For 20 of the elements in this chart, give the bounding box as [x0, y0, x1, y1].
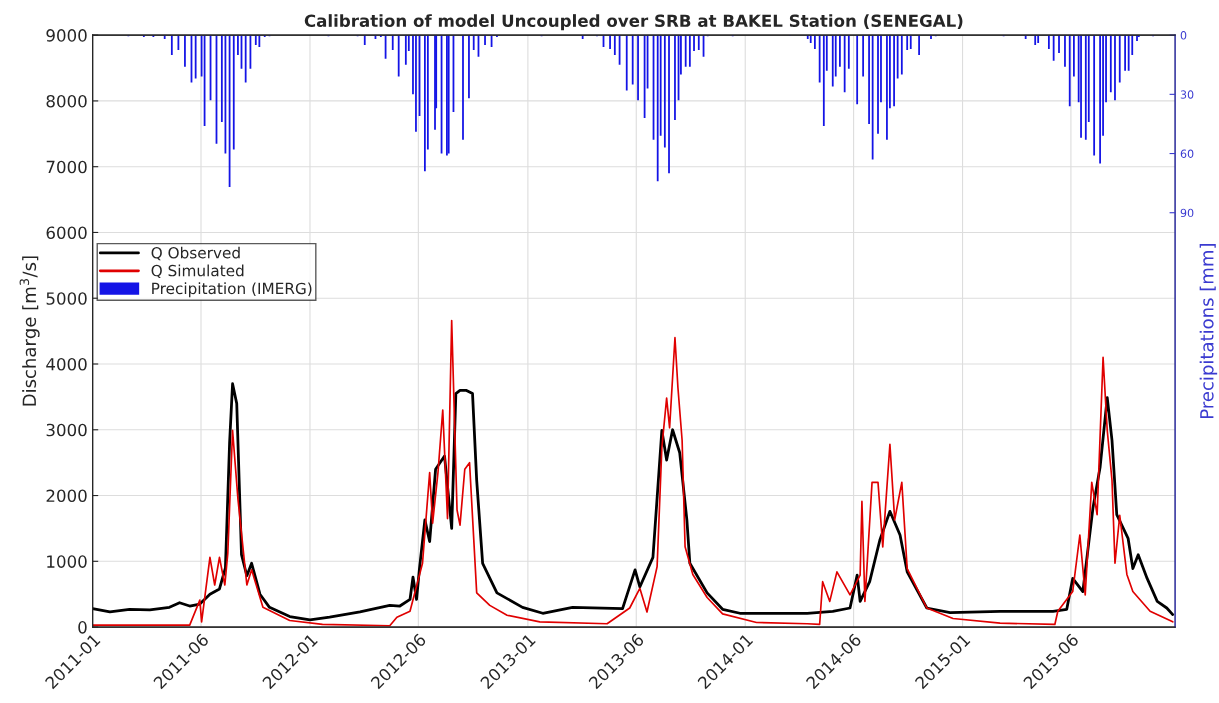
y2-axis-title: Precipitations [mm]: [1199, 244, 1218, 418]
y2-tick-label: 0: [1180, 31, 1187, 40]
y-tick-label: 8000: [46, 94, 87, 108]
legend-label: Precipitation (IMERG): [152, 282, 312, 298]
y2-tick-label: 60: [1180, 149, 1194, 158]
legend-label: Q Simulated: [151, 264, 244, 279]
y-tick-label: 7000: [46, 160, 87, 174]
y2-tick-label: 30: [1180, 90, 1194, 99]
y-tick-label: 1000: [47, 555, 87, 568]
y-axis-title: Discharge [m$^{3}$/s]: [19, 256, 40, 406]
chart-title: Calibration of model Uncoupled over SRB at BAKEL Station (SENEGAL): [304, 14, 963, 31]
y-tick-label: 4000: [46, 357, 87, 371]
y-tick-label: 2000: [46, 489, 87, 503]
y-tick-label: 0: [78, 621, 87, 634]
y-tick-label: 6000: [46, 226, 87, 240]
y-tick-label: 9000: [46, 29, 87, 42]
y-tick-label: 5000: [46, 292, 87, 305]
legend-label: Q Observed: [151, 246, 240, 261]
y2-tick-label: 90: [1180, 208, 1194, 218]
y-tick-label: 3000: [46, 423, 87, 437]
